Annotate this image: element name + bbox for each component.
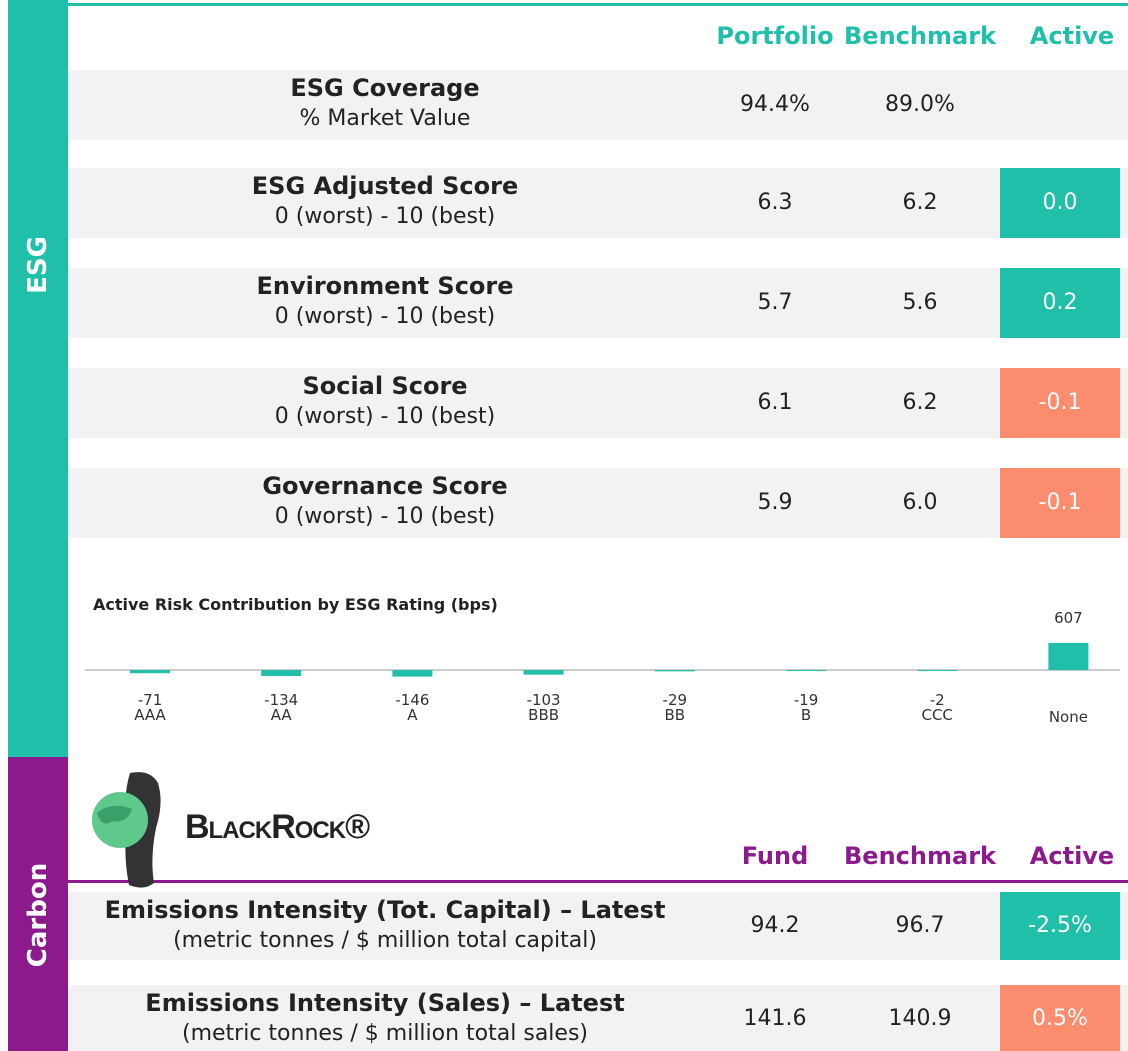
row-subtitle: 0 (worst) - 10 (best) [274,204,496,229]
benchmark-value: 89.0% [885,92,955,117]
active-cell [1000,468,1120,538]
esg-sidebar [8,0,68,757]
row-title: Emissions Intensity (Tot. Capital) – Lat… [104,896,666,924]
portfolio-value: 141.6 [743,1006,807,1031]
row-background [68,268,1128,338]
category-label: None [1049,708,1088,726]
benchmark-value: 6.0 [902,490,938,515]
carbon-label: Carbon [23,862,53,968]
column-header: Fund [741,842,809,870]
row-background [68,892,1128,960]
bar [917,670,958,672]
chart-title: Active Risk Contribution by ESG Rating (… [93,595,498,614]
benchmark-value: 5.6 [902,290,938,315]
portfolio-value: 6.1 [757,390,793,415]
portfolio-value: 6.3 [757,190,793,215]
row-title: Social Score [302,372,468,400]
active-cell [1000,268,1120,338]
column-header: Active [1029,22,1115,50]
active-value: -2.5% [1028,913,1092,938]
value-label: -19 [794,691,819,709]
benchmark-value: 6.2 [902,390,938,415]
row-background [68,468,1128,538]
value-label: -2 [930,691,945,709]
value-label: -29 [663,691,688,709]
row-subtitle: (metric tonnes / $ million total sales) [182,1021,588,1046]
benchmark-value: 140.9 [888,1006,952,1031]
active-value: -0.1 [1038,490,1082,515]
active-value: 0.0 [1042,190,1078,215]
bar [654,670,695,672]
column-header: Benchmark [844,842,996,870]
column-header: Portfolio [716,22,834,50]
row-background [68,368,1128,438]
row-background [68,70,1128,140]
category-label: AAA [134,706,166,724]
value-label: -103 [527,691,561,709]
logo-mark [92,772,161,888]
active-value: 0.2 [1042,290,1078,315]
value-label: -146 [395,691,429,709]
row-background [68,168,1128,238]
carbon-sidebar [8,757,68,1051]
active-cell [1000,168,1120,238]
value-label: -134 [264,691,298,709]
row-background [68,985,1128,1051]
value-label: -71 [138,691,163,709]
active-cell [1000,985,1120,1051]
bar [786,670,826,672]
column-header: Active [1029,842,1115,870]
portfolio-value: 5.7 [757,290,793,315]
top-rule [68,3,1128,6]
row-title: ESG Adjusted Score [251,172,519,200]
logo-text: BlackRock® [185,808,370,846]
category-label: B [801,706,811,724]
bar [523,670,564,675]
active-cell [1000,368,1120,438]
bar [1048,642,1089,671]
active-cell [1000,892,1120,960]
category-label: BBB [528,706,559,724]
category-label: AA [271,706,293,724]
row-title: Environment Score [256,272,514,300]
row-title: Governance Score [262,472,508,500]
portfolio-value: 5.9 [757,490,793,515]
bar [130,670,170,674]
row-subtitle: (metric tonnes / $ million total capital… [173,928,597,953]
esg-label: ESG [23,236,53,294]
bar [392,670,433,677]
carbon-rule [68,880,1128,883]
row-title: ESG Coverage [290,74,480,102]
benchmark-value: 96.7 [895,913,945,938]
category-label: A [407,706,418,724]
row-subtitle: 0 (worst) - 10 (best) [274,304,496,329]
portfolio-value: 94.2 [750,913,800,938]
active-value: 0.5% [1032,1006,1088,1031]
column-header: Benchmark [844,22,996,50]
category-label: BB [665,706,686,724]
value-label: 607 [1054,609,1083,627]
row-subtitle: 0 (worst) - 10 (best) [274,504,496,529]
chart: Active Risk Contribution by ESG Rating (… [85,595,1120,726]
bar [261,670,302,677]
row-subtitle: 0 (worst) - 10 (best) [274,404,496,429]
category-label: CCC [921,706,952,724]
row-subtitle: % Market Value [299,106,471,131]
active-value: -0.1 [1038,390,1082,415]
portfolio-value: 94.4% [740,92,810,117]
benchmark-value: 6.2 [902,190,938,215]
row-title: Emissions Intensity (Sales) – Latest [145,989,625,1017]
